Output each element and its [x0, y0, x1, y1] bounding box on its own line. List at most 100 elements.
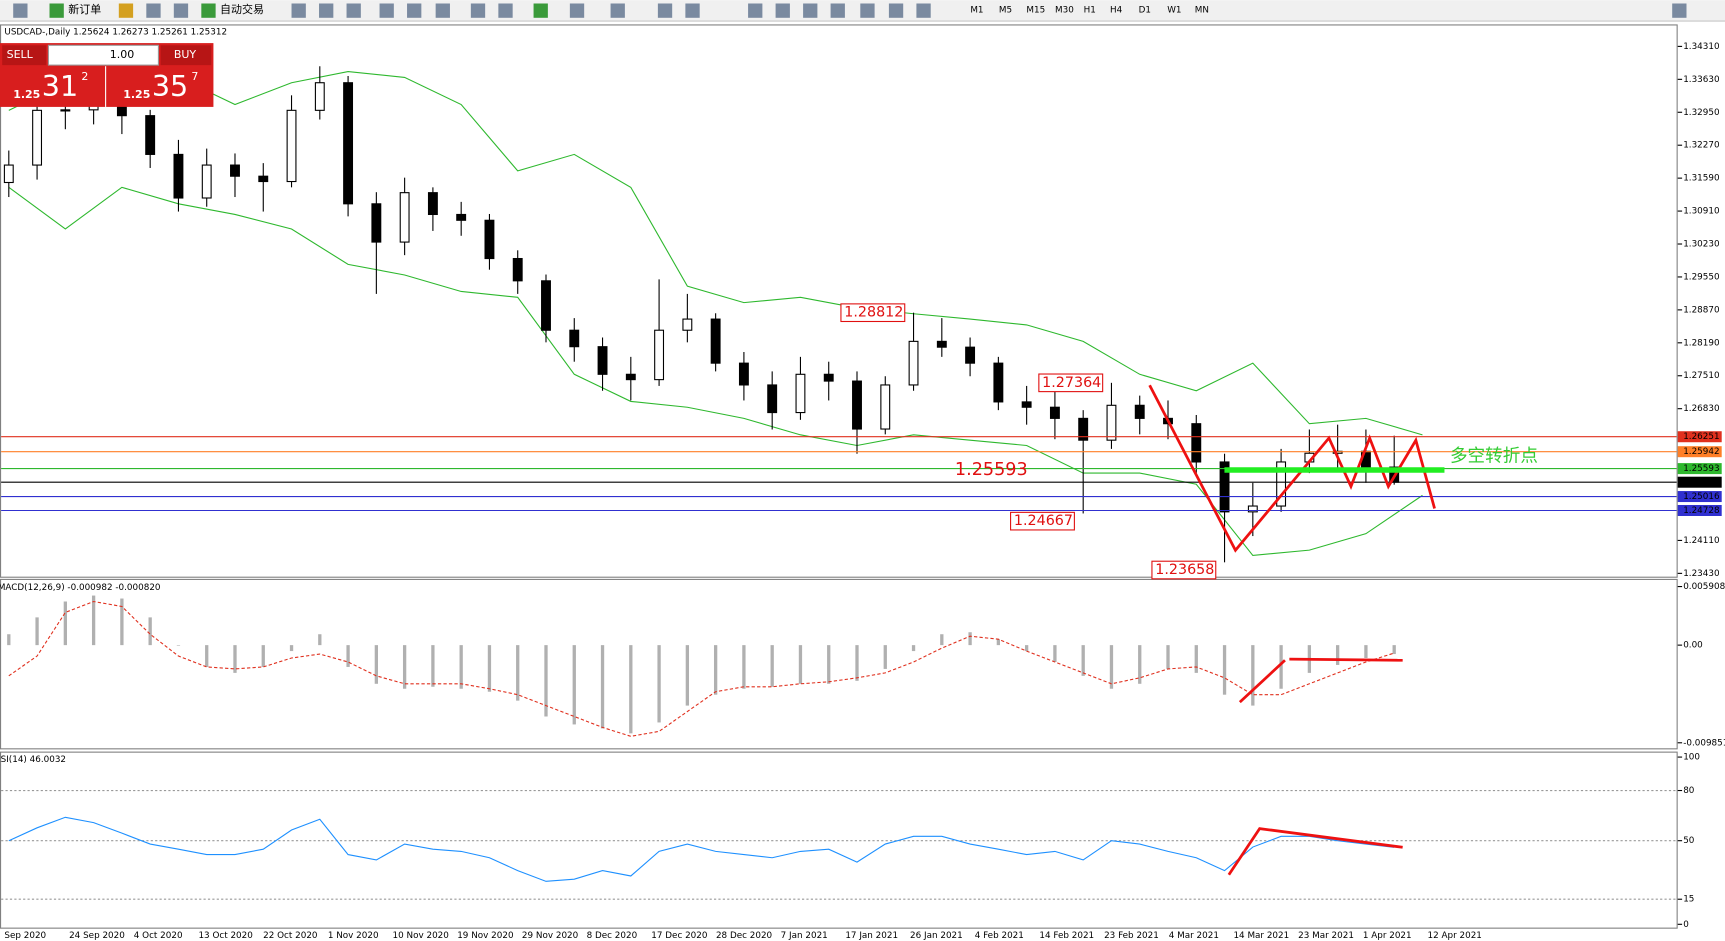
icon[interactable] [470, 3, 486, 18]
macd-bar [883, 645, 887, 669]
y-tick-label: 50 [1683, 836, 1695, 846]
trade-panel: SELL 1.00 BUY 1.25 31 2 1.25 35 7 [0, 43, 214, 107]
timeframe-button[interactable]: H1 [1084, 6, 1096, 16]
timeframe-button[interactable]: M15 [1026, 6, 1045, 16]
x-tick-label: 10 Nov 2020 [393, 931, 450, 941]
x-tick-label: 14 Mar 2021 [1233, 931, 1289, 941]
timeframes: M1 M5 M15 M30 H1 H4 D1 W1 MN [970, 6, 1209, 16]
candle-body [710, 318, 721, 364]
sell-button[interactable] [2, 45, 47, 66]
icon[interactable] [860, 3, 875, 18]
x-tick-label: 23 Mar 2021 [1298, 931, 1354, 941]
icon[interactable] [346, 3, 361, 18]
annotation-box [1151, 560, 1217, 580]
macd-bar [685, 645, 690, 706]
x-tick-label: 8 Dec 2020 [587, 931, 638, 941]
candle-body [965, 346, 976, 364]
new-order-button[interactable]: 新订单 [68, 2, 101, 16]
icon[interactable] [569, 3, 585, 18]
icon[interactable] [533, 3, 548, 18]
buy-label: BUY [174, 48, 197, 61]
timeframe-button[interactable]: H4 [1110, 6, 1123, 16]
macd-bar [1335, 645, 1340, 665]
icon[interactable] [291, 3, 306, 18]
timeframe-button[interactable]: W1 [1167, 6, 1181, 16]
icon[interactable] [685, 3, 700, 18]
icon[interactable] [610, 3, 625, 18]
icon[interactable] [173, 3, 189, 18]
rsi-arrow [1227, 827, 1403, 876]
macd-bar [205, 645, 209, 667]
price-level-label: 1.26251 [1683, 432, 1719, 442]
icon[interactable] [916, 3, 931, 18]
macd-bar [346, 645, 350, 667]
price-level-tag [1677, 431, 1722, 443]
price-level-label: 1.25593 [1683, 464, 1719, 474]
icon[interactable] [201, 3, 216, 18]
x-tick-label: 13 Oct 2020 [198, 931, 253, 941]
macd-bar [798, 645, 803, 684]
price-arrow [1148, 384, 1436, 553]
drawn-arrows [1148, 384, 1436, 876]
pivot-label: 1.25593 [955, 460, 1028, 480]
icon[interactable] [146, 3, 161, 18]
candle-body [399, 192, 410, 243]
icon[interactable] [657, 3, 673, 18]
toolbar-icons [13, 3, 1687, 18]
icon[interactable] [13, 3, 28, 18]
macd-bar [35, 617, 39, 646]
icon[interactable] [118, 3, 134, 18]
plot: 1.34310 1.33630 1.32950 1.32270 1.31590 1.309… [1, 42, 1725, 941]
icon[interactable] [49, 3, 64, 18]
macd-bar [148, 617, 152, 646]
macd-bar [261, 645, 265, 667]
y-tick-label: 1.31590 [1683, 174, 1720, 184]
candle-body [343, 82, 354, 205]
icon[interactable] [435, 3, 450, 18]
timeframe-button[interactable]: D1 [1139, 6, 1151, 16]
timeframe-button[interactable]: M1 [970, 6, 983, 16]
icon[interactable] [888, 3, 904, 18]
x-tick-label: 29 Nov 2020 [522, 931, 579, 941]
candle-body [1191, 423, 1202, 463]
timeframe-button[interactable]: MN [1195, 6, 1209, 16]
candle-body [1276, 461, 1287, 507]
timeframe-button[interactable]: M5 [999, 6, 1012, 16]
candle-body [880, 384, 891, 430]
macd-header: MACD(12,26,9) -0.000982 -0.000820 [0, 583, 161, 593]
auto-trading-button[interactable]: 自动交易 [220, 2, 264, 16]
y-tick-label: 1.24110 [1683, 536, 1720, 546]
icon[interactable] [319, 3, 334, 18]
candle-body [541, 280, 551, 331]
candle-body [512, 257, 523, 282]
x-tick-label: 26 Jan 2021 [910, 931, 963, 941]
icon[interactable] [803, 3, 818, 18]
x-tick-label: 4 Oct 2020 [134, 931, 183, 941]
pivot-note: 多空转折点 [1450, 447, 1538, 467]
icon[interactable] [775, 3, 790, 18]
x-tick-label: 23 Feb 2021 [1104, 931, 1159, 941]
annotation-box [1038, 373, 1104, 393]
lots-input[interactable] [47, 44, 159, 66]
candle-body [1021, 401, 1032, 408]
x-tick-label: 28 Dec 2020 [716, 931, 773, 941]
macd-bar [1081, 645, 1085, 676]
icon[interactable] [748, 3, 763, 18]
macd-bar [827, 645, 831, 684]
price-level-tag [1677, 446, 1722, 458]
macd-bar [629, 645, 633, 734]
buy-button[interactable] [160, 45, 212, 66]
candle-body [286, 109, 297, 183]
icon[interactable] [407, 3, 422, 18]
timeframe-button[interactable]: M30 [1055, 6, 1074, 16]
macd-bar [431, 645, 435, 687]
icon[interactable] [498, 3, 513, 18]
icon[interactable] [830, 3, 845, 18]
macd-bar [1109, 645, 1114, 689]
icon[interactable] [379, 3, 394, 18]
x-tick-label: 4 Feb 2021 [975, 931, 1024, 941]
icon[interactable] [1672, 3, 1687, 18]
y-tick-label: 1.34310 [1683, 42, 1720, 52]
